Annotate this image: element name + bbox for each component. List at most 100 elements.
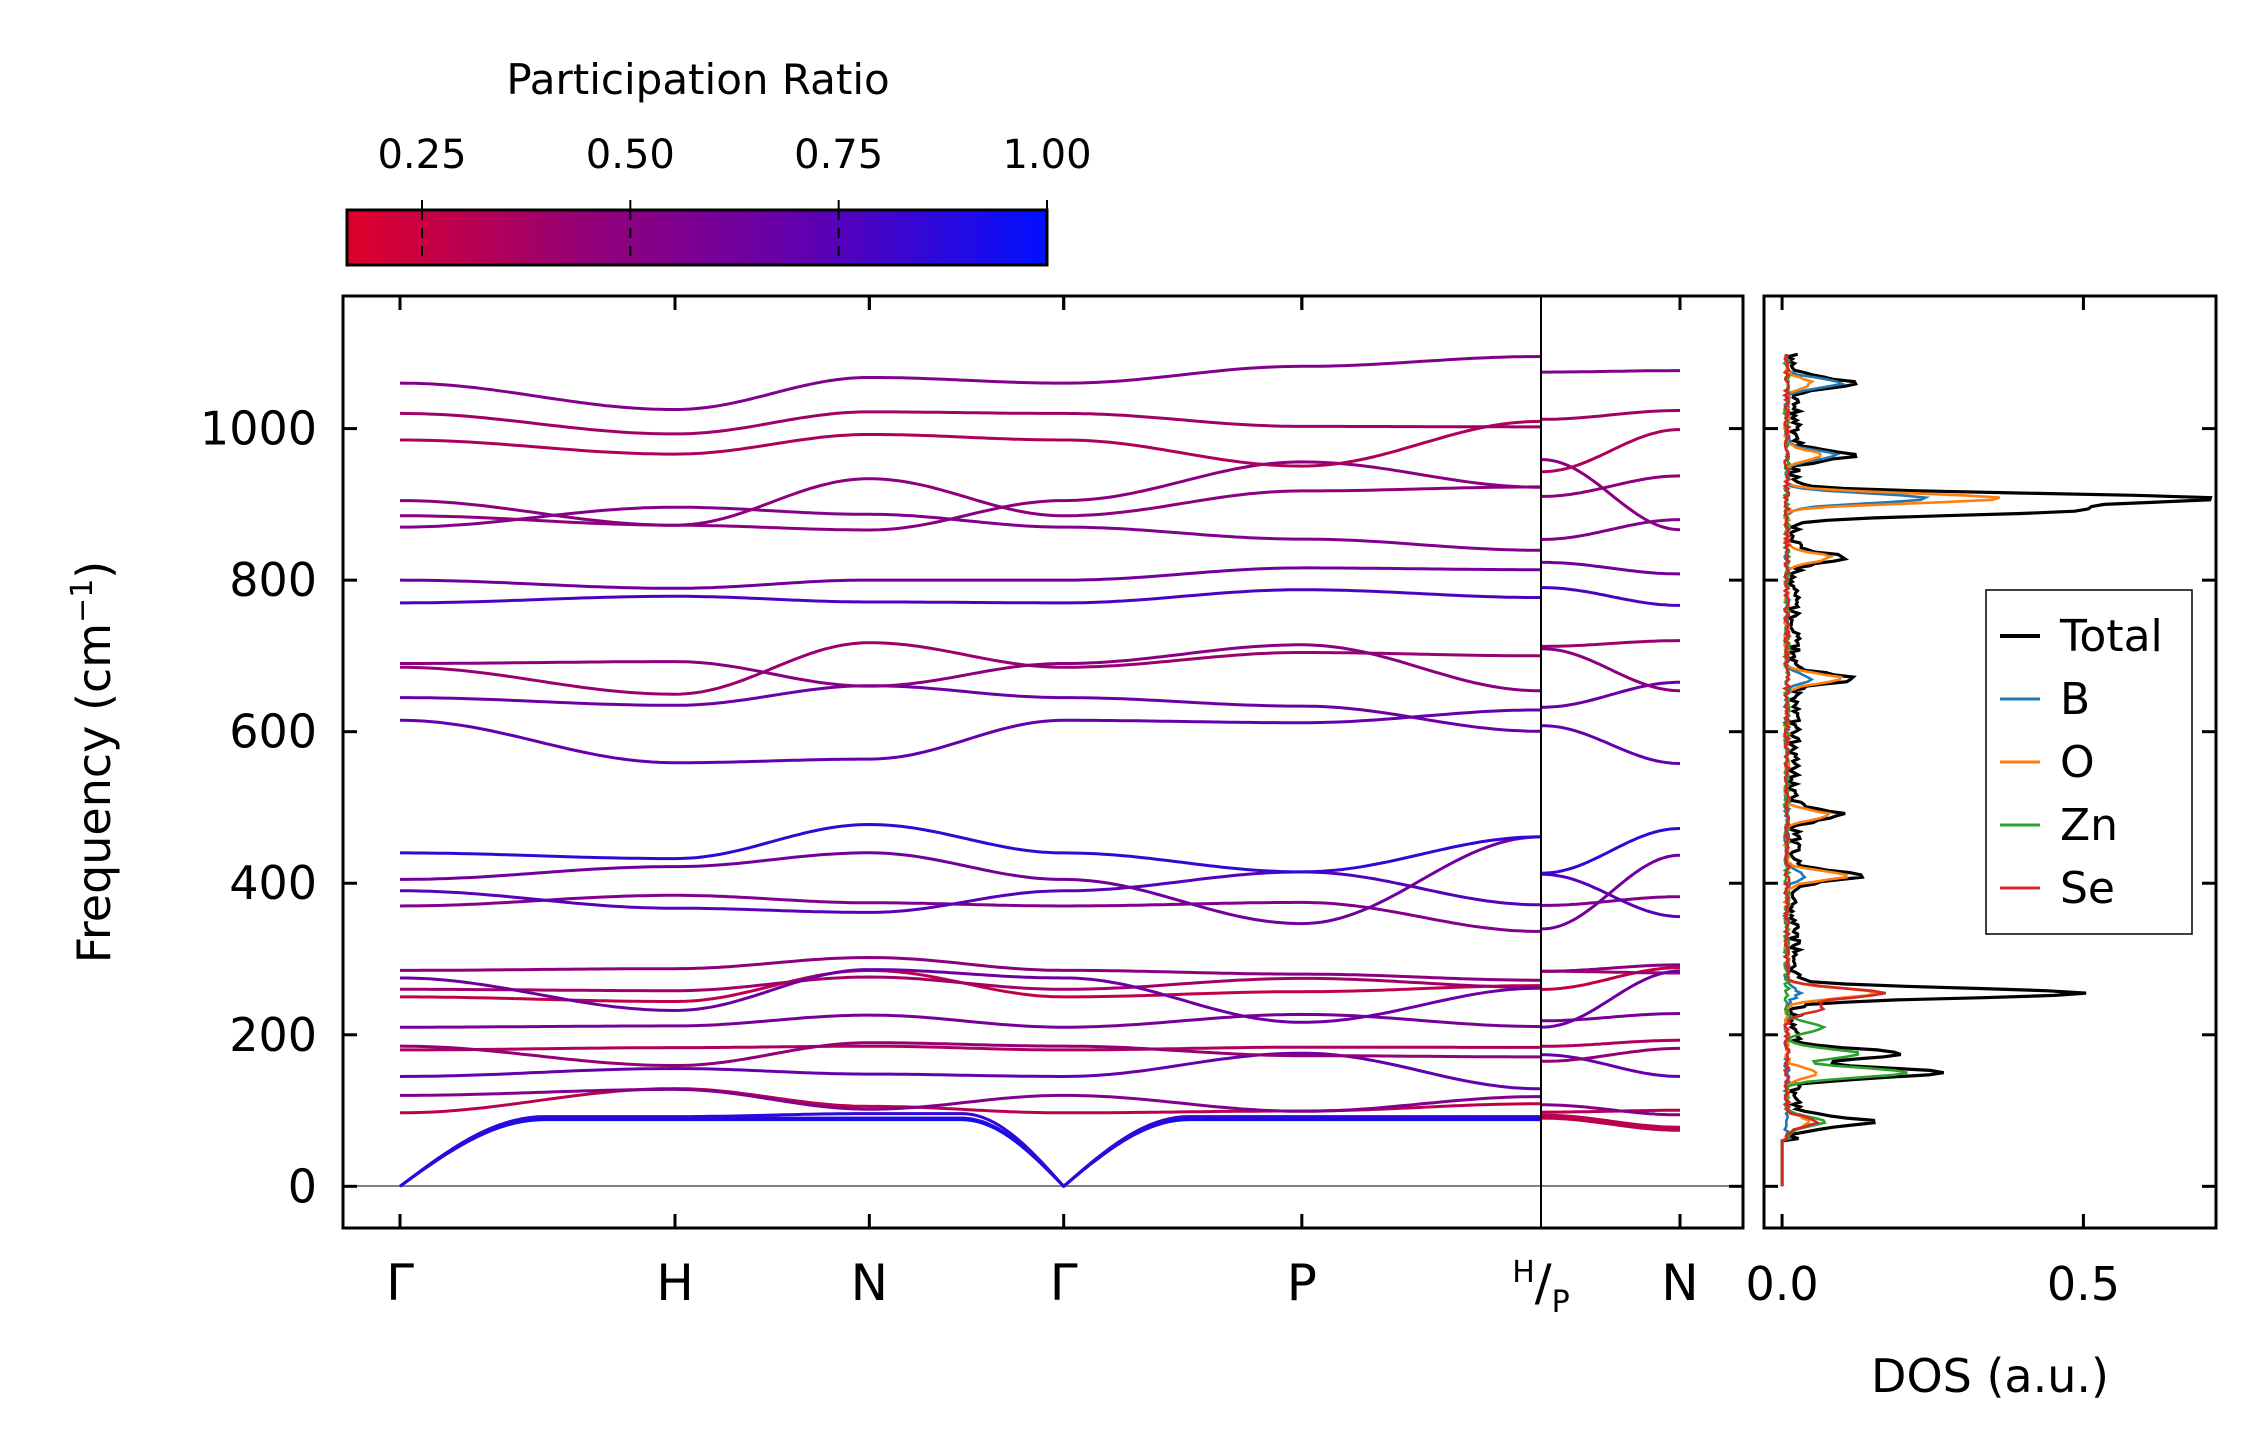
optical-branch-p-n (1542, 369, 1680, 374)
colorbar-tick-label: 0.75 (794, 132, 883, 178)
legend-label: Total (2059, 611, 2163, 662)
legend-label: B (2060, 674, 2090, 725)
dos-axis-label: DOS (a.u.) (1871, 1349, 2109, 1403)
optical-branch (400, 1012, 1540, 1029)
optical-branch (400, 419, 1541, 468)
dos-curve-se (1780, 353, 1887, 1187)
optical-branch (399, 355, 1541, 411)
optical-branch-p-n (1542, 586, 1680, 607)
optical-branch-p-n (1542, 966, 1681, 991)
legend-label: Se (2060, 863, 2115, 914)
optical-branch (400, 505, 1540, 552)
colorbar-tick-label: 1.00 (1002, 132, 1091, 178)
k-point-label: N (1661, 1254, 1698, 1312)
optical-branch (400, 835, 1541, 926)
optical-branch-p-n (1541, 827, 1681, 875)
optical-branch-p-n (1542, 560, 1680, 576)
optical-branch-p-n (1541, 458, 1681, 532)
optical-branch (400, 588, 1540, 605)
y-tick-label: 1000 (200, 402, 317, 456)
legend-items: Total BO Zn Se (2000, 611, 2163, 914)
colorbar-tick-label: 0.25 (377, 132, 466, 178)
y-tick-label: 200 (229, 1008, 317, 1062)
optical-branch-p-n (1542, 1038, 1680, 1048)
optical-branch-p-n (1541, 895, 1680, 907)
k-point-label: Γ (1050, 1254, 1078, 1312)
k-point-label-p: P (1552, 1285, 1570, 1320)
k-point-label: H (656, 1254, 694, 1312)
optical-branch (400, 870, 1540, 914)
optical-branch (400, 1087, 1540, 1113)
optical-branch-p-n (1542, 639, 1680, 648)
optical-branch (399, 893, 1540, 933)
frequency-axis: 0 200 400 600 800 1000 (200, 402, 1743, 1213)
optical-branch-p-n (1541, 428, 1680, 474)
optical-branch-p-n (1542, 1053, 1680, 1078)
y-tick-label: 600 (229, 705, 317, 759)
optical-branch (400, 823, 1541, 874)
optical-branch-p-n (1542, 518, 1681, 541)
optical-branch (400, 1044, 1540, 1052)
optical-branch (399, 410, 1540, 436)
k-point-label-slash: / (1535, 1254, 1552, 1312)
acoustic-branch-p-n (1542, 1113, 1680, 1129)
optical-branch-p-n (1542, 1046, 1680, 1063)
colorbar-gradient (345, 208, 1049, 267)
legend-label: O (2060, 737, 2095, 788)
optical-branch-p-n (1541, 872, 1681, 919)
optical-branch-p-n (1541, 853, 1681, 931)
dos-legend: Total BO Zn Se (1985, 589, 2193, 935)
optical-branch (400, 643, 1541, 693)
k-point-label-h: H (1512, 1255, 1535, 1290)
colorbar-tick-label: 0.50 (586, 132, 675, 178)
optical-branch-p-n (1542, 409, 1680, 421)
optical-branch-p-n (1542, 680, 1680, 709)
frequency-axis-label-close: ) (67, 561, 121, 579)
frequency-axis-label: Frequency (cm−1) (65, 561, 121, 964)
dos-x-tick-label: 0.0 (1746, 1257, 1819, 1311)
optical-branch-p-n (1542, 474, 1681, 498)
high-symmetry-lines (673, 296, 1542, 1228)
colorbar-ticks: 0.25 0.50 0.75 1.00 (377, 132, 1092, 265)
optical-branch (400, 975, 1540, 993)
k-point-label: Γ (386, 1254, 414, 1312)
acoustic-branch (399, 1112, 1540, 1188)
acoustic-branch (399, 1118, 1540, 1188)
dos-panel: 0.0 0.5 DOS (a.u.) Total BO Zn Se (1746, 294, 2218, 1403)
frequency-axis-label-text: Frequency (cm (67, 623, 121, 963)
dos-lines (1780, 352, 2213, 1187)
optical-branch (399, 708, 1540, 765)
legend-frame (1985, 589, 2193, 935)
optical-branch (399, 566, 1540, 590)
y-tick-label: 0 (288, 1159, 317, 1213)
k-path-axis: Γ H N Γ P NH/P (386, 296, 1699, 1320)
dos-axes-frame (1762, 294, 2218, 1230)
k-point-label: P (1287, 1254, 1317, 1312)
optical-branch (400, 956, 1540, 982)
optical-branch-p-n (1541, 969, 1681, 1029)
k-point-label: N (851, 1254, 888, 1312)
band-axes-frame (341, 294, 1745, 1230)
frequency-axis-label-unit-power: −1 (65, 579, 100, 623)
optical-branch-p-n (1541, 647, 1681, 693)
optical-branch-p-n (1542, 724, 1681, 765)
optical-branch (400, 684, 1541, 733)
dos-x-tick-label: 0.5 (2047, 1257, 2120, 1311)
optical-branch-p-n (1542, 963, 1680, 973)
legend-label: Zn (2060, 800, 2118, 851)
acoustic-branch (399, 1116, 1540, 1188)
optical-branch (400, 968, 1540, 1024)
k-point-label-h-p: H/P (1512, 1254, 1570, 1320)
optical-branch-p-n (1542, 1103, 1680, 1117)
y-tick-label: 800 (229, 553, 317, 607)
y-tick-label: 400 (229, 856, 317, 910)
band-lines (399, 355, 1681, 1188)
colorbar: Participation Ratio 0.25 0.50 0.75 1.00 (345, 55, 1092, 267)
optical-branch-p-n (1542, 1012, 1681, 1023)
colorbar-label: Participation Ratio (506, 55, 889, 104)
dos-axis: 0.0 0.5 (1746, 296, 2216, 1311)
dos-curve-b (1780, 353, 1931, 1187)
optical-branch (400, 641, 1540, 696)
